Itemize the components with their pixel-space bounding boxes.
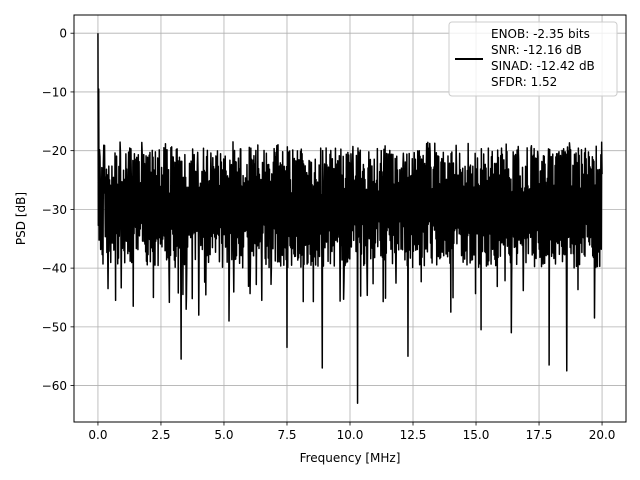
x-tick-label: 2.5 — [151, 428, 170, 442]
y-axis-label: PSD [dB] — [14, 192, 28, 245]
x-tick-label: 17.5 — [526, 428, 553, 442]
legend-entry-sfdr: SFDR: 1.52 — [491, 75, 557, 89]
y-tick-label: −10 — [42, 85, 67, 99]
series-layer — [97, 33, 603, 404]
legend-box — [448, 21, 618, 97]
y-tick-label: −50 — [42, 320, 67, 334]
x-tick-label: 0.0 — [88, 428, 107, 442]
x-tick-label: 5.0 — [214, 428, 233, 442]
y-tick-label: −20 — [42, 144, 67, 158]
x-tick-label: 20.0 — [589, 428, 616, 442]
y-tick-label: −40 — [42, 262, 67, 276]
legend-entry-snr: SNR: -12.16 dB — [491, 43, 582, 57]
x-tick-label: 12.5 — [400, 428, 427, 442]
x-tick-label: 15.0 — [463, 428, 490, 442]
y-tick-label: −30 — [42, 203, 67, 217]
x-axis: 0.0 2.5 5.0 7.5 10.0 12.5 15.0 17.5 20.0 — [88, 422, 615, 442]
x-axis-label: Frequency [MHz] — [300, 451, 401, 465]
x-tick-label: 10.0 — [337, 428, 364, 442]
legend-entry-enob: ENOB: -2.35 bits — [491, 27, 590, 41]
y-tick-label: −60 — [42, 379, 67, 393]
x-tick-label: 7.5 — [277, 428, 296, 442]
psd-series-line — [97, 33, 603, 404]
y-axis: 0 −10 −20 −30 −40 −50 −60 — [42, 27, 74, 393]
legend: ENOB: -2.35 bits SNR: -12.16 dB SINAD: -… — [448, 21, 618, 97]
legend-entry-sinad: SINAD: -12.42 dB — [491, 59, 595, 73]
y-tick-label: 0 — [59, 27, 67, 41]
